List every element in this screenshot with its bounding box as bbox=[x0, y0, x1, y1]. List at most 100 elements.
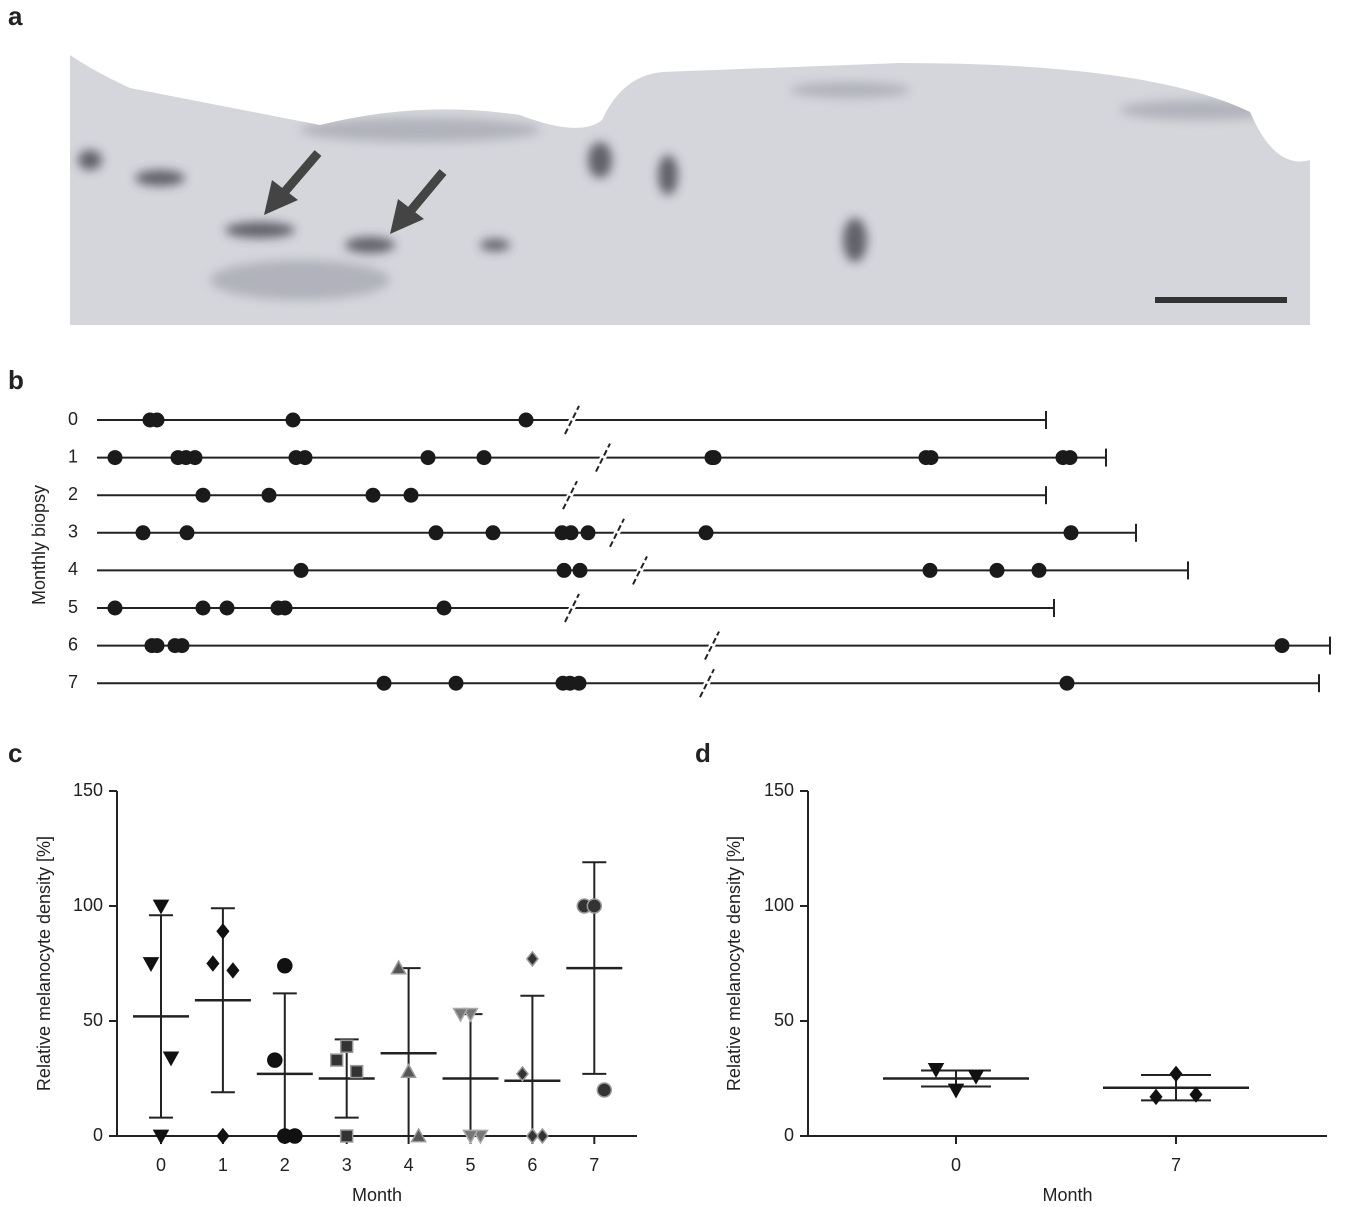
biopsy-dot bbox=[1031, 562, 1047, 578]
scale-bar bbox=[1155, 297, 1287, 303]
biopsy-dot bbox=[107, 600, 123, 616]
biopsy-dot bbox=[572, 562, 588, 578]
x-axis-label: Month bbox=[1042, 1185, 1092, 1205]
biopsy-dot bbox=[706, 450, 722, 466]
data-point bbox=[472, 1129, 489, 1145]
data-point bbox=[535, 1127, 549, 1145]
x-axis-label: Month bbox=[352, 1185, 402, 1205]
panel-label: d bbox=[695, 738, 711, 768]
x-tick-label: 5 bbox=[465, 1155, 475, 1175]
biopsy-dot bbox=[277, 600, 293, 616]
row-label: 3 bbox=[68, 522, 78, 542]
biopsy-dot bbox=[179, 525, 195, 541]
data-point bbox=[216, 923, 230, 940]
row-label: 2 bbox=[68, 484, 78, 504]
data-point bbox=[515, 1065, 529, 1083]
biopsy-dot bbox=[195, 487, 211, 503]
biopsy-dot bbox=[698, 525, 714, 541]
data-point bbox=[277, 958, 293, 974]
biopsy-dot bbox=[1063, 525, 1079, 541]
row-label: 4 bbox=[68, 559, 78, 579]
data-point bbox=[462, 1007, 479, 1023]
biopsy-dot bbox=[107, 450, 123, 466]
panel-label: a bbox=[8, 1, 23, 31]
panel-label: b bbox=[8, 365, 24, 395]
break-mark bbox=[564, 593, 580, 623]
biopsy-dot bbox=[219, 600, 235, 616]
x-tick-label: 7 bbox=[1171, 1155, 1181, 1175]
x-tick-label: 6 bbox=[527, 1155, 537, 1175]
data-point bbox=[162, 1051, 180, 1067]
data-point bbox=[967, 1069, 985, 1085]
biopsy-dot bbox=[989, 562, 1005, 578]
biopsy-dot bbox=[285, 412, 301, 428]
data-point bbox=[340, 1129, 354, 1143]
biopsy-dot bbox=[1062, 450, 1078, 466]
biopsy-dot bbox=[1274, 638, 1290, 654]
data-point bbox=[216, 1127, 230, 1145]
data-point bbox=[206, 955, 220, 972]
biopsy-dot bbox=[187, 450, 203, 466]
data-point bbox=[142, 957, 160, 973]
x-tick-label: 0 bbox=[156, 1155, 166, 1175]
data-point bbox=[390, 959, 407, 975]
row-label: 6 bbox=[68, 634, 78, 654]
y-tick-label: 100 bbox=[764, 895, 794, 915]
biopsy-dot bbox=[149, 412, 165, 428]
biopsy-dot bbox=[293, 562, 309, 578]
y-tick-label: 50 bbox=[83, 1010, 103, 1030]
x-tick-label: 2 bbox=[280, 1155, 290, 1175]
data-point bbox=[152, 1129, 170, 1145]
biopsy-dot bbox=[485, 525, 501, 541]
row-label: 0 bbox=[68, 409, 78, 429]
y-tick-label: 150 bbox=[73, 780, 103, 800]
y-tick-label: 50 bbox=[774, 1010, 794, 1030]
y-axis-label: Relative melanocyte density [%] bbox=[724, 836, 744, 1091]
break-mark bbox=[564, 405, 580, 435]
row-label: 7 bbox=[68, 672, 78, 692]
biopsy-dot bbox=[174, 638, 190, 654]
biopsy-dot bbox=[149, 638, 165, 654]
data-point bbox=[452, 1007, 469, 1023]
biopsy-dot bbox=[571, 675, 587, 691]
data-point bbox=[277, 1128, 293, 1144]
data-point bbox=[596, 1082, 613, 1098]
biopsy-dot bbox=[195, 600, 211, 616]
break-mark bbox=[595, 443, 611, 473]
break-mark bbox=[562, 480, 578, 510]
x-tick-label: 1 bbox=[218, 1155, 228, 1175]
x-tick-label: 3 bbox=[342, 1155, 352, 1175]
data-point bbox=[525, 1127, 539, 1145]
row-label: 5 bbox=[68, 597, 78, 617]
data-point bbox=[1169, 1065, 1183, 1083]
arrow bbox=[264, 150, 447, 234]
data-point bbox=[350, 1064, 364, 1079]
row-label: 1 bbox=[68, 446, 78, 466]
biopsy-dot bbox=[448, 675, 464, 691]
data-point bbox=[1189, 1086, 1203, 1103]
x-tick-label: 7 bbox=[589, 1155, 599, 1175]
biopsy-dot bbox=[518, 412, 534, 428]
plot-area bbox=[133, 861, 623, 1136]
x-tick-label: 4 bbox=[404, 1155, 414, 1175]
panel-label: c bbox=[8, 738, 22, 768]
y-axis-label: Relative melanocyte density [%] bbox=[34, 836, 54, 1091]
biopsy-dot bbox=[436, 600, 452, 616]
y-tick-label: 0 bbox=[784, 1125, 794, 1145]
biopsy-dot bbox=[297, 450, 313, 466]
y-tick-label: 100 bbox=[73, 895, 103, 915]
break-mark bbox=[632, 555, 648, 585]
data-point bbox=[947, 1083, 965, 1099]
y-tick-label: 150 bbox=[764, 780, 794, 800]
data-point bbox=[462, 1129, 479, 1145]
data-point bbox=[586, 898, 603, 914]
data-point bbox=[400, 1063, 417, 1078]
biopsy-dot bbox=[420, 450, 436, 466]
y-axis-label: Monthly biopsy bbox=[29, 485, 49, 605]
data-point bbox=[927, 1062, 945, 1078]
x-tick-label: 0 bbox=[951, 1155, 961, 1175]
biopsy-dot bbox=[376, 675, 392, 691]
data-point bbox=[226, 962, 240, 979]
